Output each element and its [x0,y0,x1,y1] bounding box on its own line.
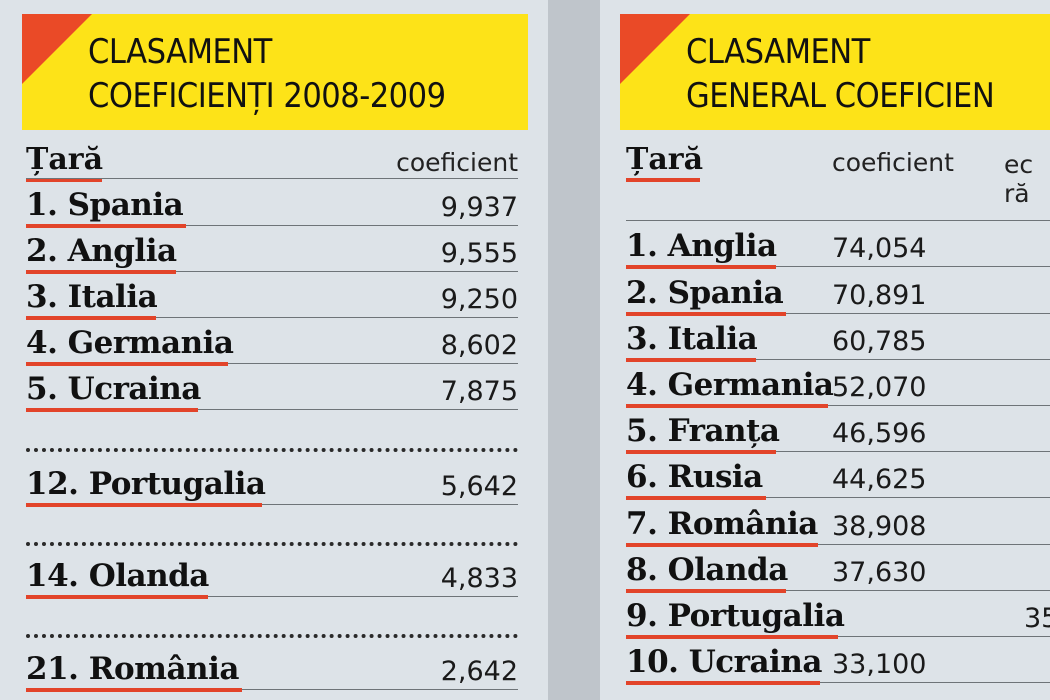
row-underline [26,595,208,599]
row-coefficient: 44,625 [832,464,927,495]
title-line-1: CLASAMENT [686,32,870,72]
row-coefficient: 33,100 [832,649,927,680]
header-underline [626,178,700,182]
row-divider [756,359,1050,360]
row-underline [626,496,766,500]
column-header-coefficient: coeficient [396,148,518,177]
row-underline [26,316,156,320]
row-underline [26,688,242,692]
row-country: 3. Italia [626,321,758,357]
row-country: 4. Germania [626,367,834,403]
row-coefficient: 2,642 [440,656,518,687]
row-country: 9. Portugalia [626,598,845,634]
row-country: 14. Olanda [26,558,209,594]
row-divider [766,497,1050,498]
column-header-third: ec ră [1004,150,1034,208]
row-divider [818,544,1050,545]
row-coefficient: 5,642 [440,471,518,502]
row-country: 12. Portugalia [26,466,266,502]
row-country: 7. România [626,506,818,542]
column-header-country: Țară [26,142,104,177]
row-divider [186,225,518,226]
row-extra-value: 35 [1024,603,1050,634]
row-underline [26,270,176,274]
ellipsis-separator [26,542,518,546]
row-underline [626,635,838,639]
row-country: 8. Olanda [626,552,788,588]
corner-triangle [620,14,690,84]
title-line-2: COEFICIENȚI 2008-2009 [88,76,446,116]
ellipsis-separator [26,448,518,452]
row-coefficient: 8,602 [440,330,518,361]
row-underline [626,265,776,269]
row-underline [626,404,828,408]
row-coefficient: 60,785 [832,326,927,357]
header-underline [26,178,102,182]
row-divider [228,363,518,364]
row-coefficient: 74,054 [832,233,927,264]
row-country: 1. Anglia [626,228,777,264]
row-divider [198,409,518,410]
banner-title: CLASAMENT COEFICIENȚI 2008-2009 [88,30,446,118]
title-banner: CLASAMENT GENERAL COEFICIEN [620,14,1050,130]
row-country: 4. Germania [26,325,234,361]
row-coefficient: 9,250 [440,284,518,315]
row-coefficient: 70,891 [832,280,927,311]
row-underline [626,681,820,685]
panel-overall-coefficients: CLASAMENT GENERAL COEFICIEN Țară coefici… [600,0,1050,700]
row-divider [820,682,1050,683]
title-banner: CLASAMENT COEFICIENȚI 2008-2009 [22,14,528,130]
row-divider [838,636,1050,637]
row-country: 10. Ucraina [626,644,822,680]
row-divider [786,590,1050,591]
banner-title: CLASAMENT GENERAL COEFICIEN [686,30,995,118]
panel-season-coefficients: CLASAMENT COEFICIENȚI 2008-2009 Țară coe… [0,0,548,700]
row-coefficient: 9,937 [440,192,518,223]
row-divider [156,317,518,318]
row-coefficient: 52,070 [832,372,927,403]
row-divider [626,220,1050,221]
row-divider [208,596,518,597]
row-country: 2. Anglia [26,233,177,269]
row-underline [626,543,818,547]
row-divider [242,689,518,690]
row-country: 21. România [26,651,239,687]
row-underline [626,450,776,454]
row-coefficient: 37,630 [832,557,927,588]
row-underline [626,589,786,593]
row-divider [776,451,1050,452]
row-coefficient: 46,596 [832,418,927,449]
row-coefficient: 7,875 [440,376,518,407]
row-coefficient: 4,833 [440,563,518,594]
row-divider [176,271,518,272]
row-country: 5. Ucraina [26,371,201,407]
ellipsis-separator [26,634,518,638]
row-divider [262,504,518,505]
title-line-2: GENERAL COEFICIEN [686,76,995,116]
row-underline [626,312,786,316]
title-line-1: CLASAMENT [88,32,272,72]
row-country: 1. Spania [26,187,184,223]
column-header-country: Țară [626,142,704,177]
row-divider [776,266,1050,267]
row-divider [26,178,518,179]
row-country: 2. Spania [626,275,784,311]
row-country: 5. Franța [626,413,780,449]
row-underline [626,358,756,362]
row-coefficient: 38,908 [832,511,927,542]
row-underline [26,408,198,412]
row-coefficient: 9,555 [440,238,518,269]
row-underline [26,362,228,366]
row-divider [786,313,1050,314]
row-underline [26,503,262,507]
corner-triangle [22,14,92,84]
row-country: 3. Italia [26,279,158,315]
column-header-coefficient: coeficient [832,148,954,177]
row-divider [828,405,1050,406]
row-underline [26,224,186,228]
row-country: 6. Rusia [626,459,763,495]
